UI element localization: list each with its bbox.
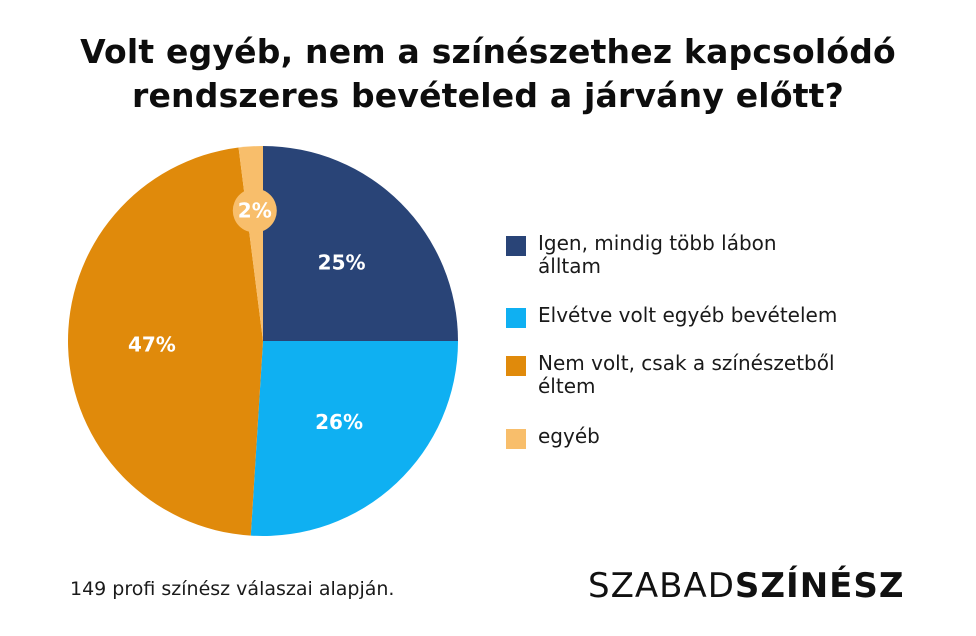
legend-item-egyeb: egyéb [506,425,918,449]
pie-slice-igen [263,146,458,341]
pie-slice-elvetve [250,341,458,536]
pie-label-elvetve: 26% [315,410,363,434]
pie-label-egyeb: 2% [238,199,272,223]
chart-title: Volt egyéb, nem a színészethez kapcsolód… [0,30,976,118]
pie-slice-nem-volt [67,147,263,536]
legend-swatch-nem-volt [506,356,526,376]
brand-logo-bold: SZÍNÉSZ [734,566,905,606]
brand-logo-light: SZABAD [588,566,735,606]
legend-item-igen: Igen, mindig több lábon álltam [506,232,918,278]
legend-swatch-igen [506,236,526,256]
legend-label-igen-line-1: Igen, mindig több lábon [538,231,777,255]
legend-label-elvetve: Elvétve volt egyéb bevételem [538,304,918,327]
footnote: 149 profi színész válaszai alapján. [70,578,395,600]
pie-label-nem-volt: 47% [128,332,176,356]
legend-label-igen-line-2: álltam [538,254,601,278]
legend-item-elvetve: Elvétve volt egyéb bevételem [506,304,918,328]
legend-label-nem-volt-line-1: Nem volt, csak a színészetből [538,351,835,375]
brand-logo: SZABADSZÍNÉSZ [588,566,905,606]
pie-label-bubble-egyeb [232,188,277,233]
legend-label-elvetve-line-1: Elvétve volt egyéb bevételem [538,303,838,327]
legend-label-egyeb-line-1: egyéb [538,424,600,448]
legend-label-egyeb: egyéb [538,425,918,448]
chart-title-line-2: rendszeres bevételed a járvány előtt? [132,76,844,115]
pie-label-igen: 25% [318,250,366,274]
legend-label-igen: Igen, mindig több lábon álltam [538,232,918,278]
chart-title-line-1: Volt egyéb, nem a színészethez kapcsolód… [80,32,896,71]
legend-swatch-egyeb [506,429,526,449]
legend-item-nem-volt: Nem volt, csak a színészetből éltem [506,352,918,398]
legend-swatch-elvetve [506,308,526,328]
legend-label-nem-volt-line-2: éltem [538,374,596,398]
legend-label-nem-volt: Nem volt, csak a színészetből éltem [538,352,918,398]
